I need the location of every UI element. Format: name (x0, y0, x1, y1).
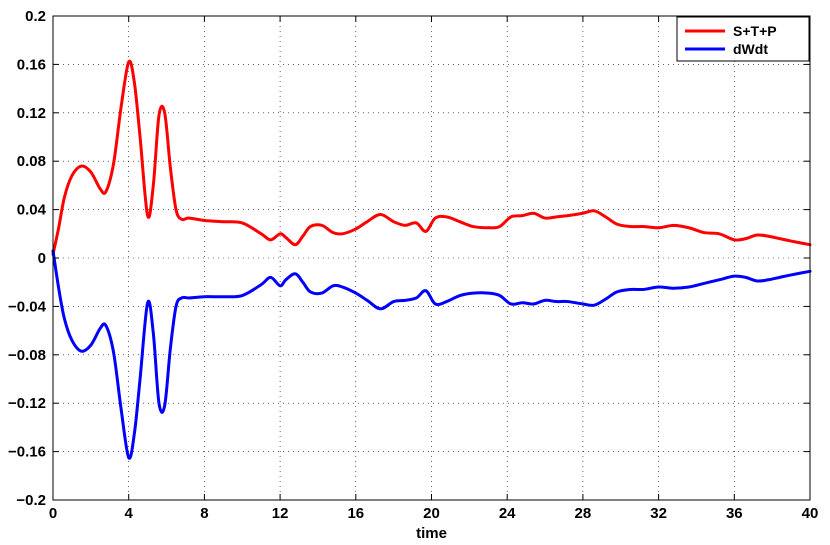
x-tick-label: 8 (200, 505, 208, 522)
x-tick-label: 36 (726, 505, 743, 522)
x-tick-label: 28 (575, 505, 592, 522)
y-tick-label: 0.12 (17, 105, 46, 122)
x-tick-label: 24 (499, 505, 516, 522)
x-tick-label: 40 (802, 505, 819, 522)
x-tick-label: 4 (125, 505, 134, 522)
x-tick-label: 12 (272, 505, 289, 522)
x-tick-label: 16 (347, 505, 364, 522)
legend-label: dWdt (733, 41, 768, 57)
legend: S+T+P dWdt (676, 16, 810, 62)
y-tick-label: 0.08 (17, 153, 46, 170)
y-tick-label: −0.04 (8, 298, 47, 315)
y-tick-label: 0 (38, 250, 46, 267)
series-line-dwdt (51, 249, 812, 460)
axis-ticks: 0 4 8 12 16 20 24 28 32 36 40 −0.2 −0.16 −0.12 −0.08 −0… (8, 8, 818, 522)
legend-label: S+T+P (733, 23, 777, 39)
x-tick-label: 32 (650, 505, 667, 522)
y-tick-label: −0.08 (8, 347, 46, 364)
series-layer (51, 59, 812, 460)
legend-box (676, 16, 810, 62)
y-tick-label: 0.2 (25, 8, 46, 25)
x-tick-label: 0 (49, 505, 57, 522)
y-tick-label: −0.2 (16, 492, 46, 509)
grid (53, 16, 810, 500)
y-tick-label: 0.04 (17, 202, 47, 219)
x-axis-label: time (416, 525, 447, 542)
plot-frame (52, 15, 811, 501)
y-tick-label: 0.16 (17, 56, 46, 73)
x-tick-label: 20 (423, 505, 440, 522)
y-tick-label: −0.16 (8, 444, 46, 461)
series-line-stp (51, 59, 812, 256)
y-tick-label: −0.12 (8, 395, 46, 412)
